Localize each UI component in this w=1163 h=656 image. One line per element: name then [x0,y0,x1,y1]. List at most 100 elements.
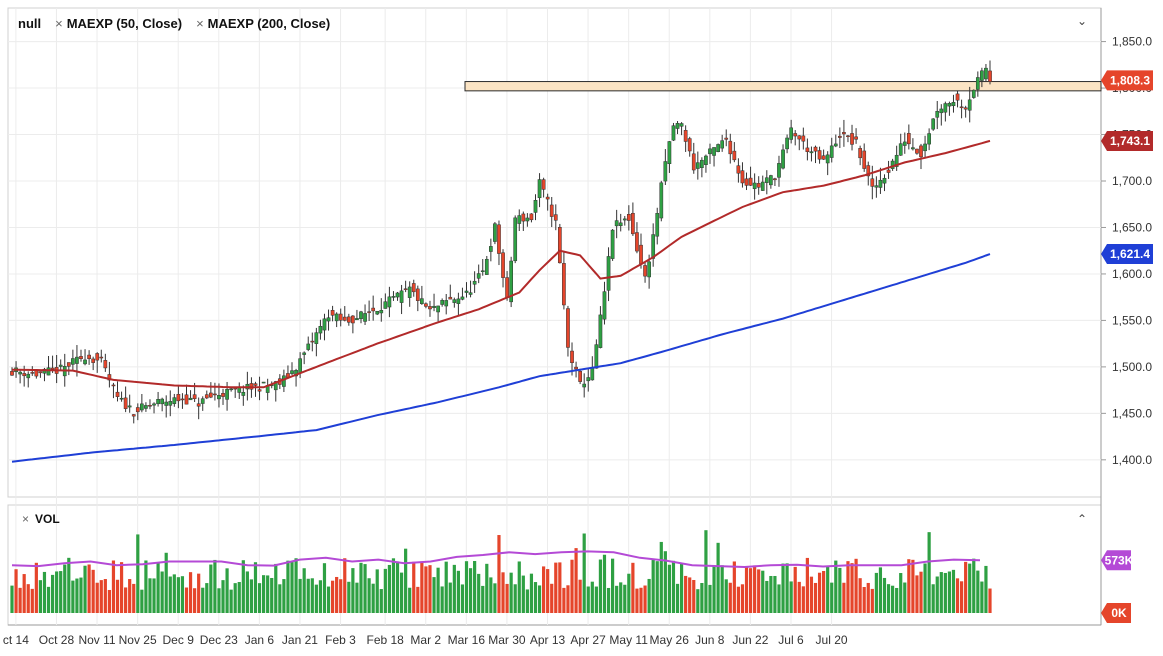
candle-body [257,389,262,392]
candle-body [756,183,761,188]
volume-bar [635,588,639,613]
remove-ma200-icon[interactable]: × [196,16,204,31]
volume-ma-badge-text: 573K [1105,553,1134,567]
volume-bar [712,565,716,613]
candle-body [683,130,688,142]
candle-body [533,199,538,213]
volume-bar [797,581,801,613]
candle-body [127,405,132,408]
volume-bar [201,587,205,613]
candle-body [314,332,319,344]
x-tick-label: Jun 22 [732,633,768,647]
chevron-down-icon[interactable]: ⌄ [1076,14,1087,28]
candle-body [338,313,343,321]
candle-body [456,298,461,304]
volume-bar [972,558,976,613]
volume-bar [675,583,680,613]
candle-body [111,384,116,387]
candle-body [22,373,27,377]
volume-bar [456,570,460,613]
candle-body [882,177,887,184]
volume-bar [67,557,71,613]
candle-body [387,296,392,308]
x-tick-label: May 11 [609,633,648,647]
volume-bar [83,565,87,613]
volume-bar [22,574,26,613]
volume-bar [75,578,79,613]
volume-bar [724,579,728,613]
candle-body [549,204,554,217]
volume-bar [667,564,672,613]
volume-bar [554,562,558,613]
volume-bar [602,554,607,613]
candle-body [115,391,120,397]
candle-body [123,397,128,409]
volume-bar [172,574,176,613]
candle-body [809,151,814,154]
volume-bar [574,548,578,613]
candle-body [318,326,323,334]
candle-body [225,389,229,400]
volume-bar [59,571,63,613]
volume-bar [789,581,793,613]
candle-body [334,313,339,322]
volume-bar [290,562,294,613]
y-tick-label: 1,550.0 [1112,313,1152,327]
volume-bar [225,568,229,613]
candle-body [148,404,152,407]
volume-bar [655,561,659,613]
candle-body [943,103,948,113]
candle-body [740,170,745,184]
candle-body [728,140,733,155]
volume-bar [903,582,907,613]
volume-bar [237,582,241,613]
volume-bar [440,586,444,613]
candle-body [428,306,432,310]
candle-body [675,123,680,129]
remove-volume-icon[interactable]: × [22,512,30,526]
volume-bar [955,578,960,613]
volume-bar [399,572,404,613]
volume-bar [205,583,209,613]
volume-bar [294,558,298,613]
candle-body [902,141,907,146]
candle-body [626,214,631,221]
volume-bar [943,572,947,613]
candle-body [355,318,359,321]
volume-bar [696,589,700,613]
candle-body [476,273,481,279]
volume-bar [862,587,866,613]
volume-bar [310,578,314,613]
candle-body [975,77,980,90]
x-tick-label: Jul 20 [816,633,848,647]
volume-bar [623,584,627,613]
volume-bar [485,563,489,613]
volume-bar [773,575,777,613]
legend-item-ma50: × MAEXP (50, Close) [55,16,182,31]
volume-bar [391,558,396,613]
volume-bar [489,577,493,613]
volume-bar [813,582,818,613]
volume-bar [882,577,887,613]
candle-body [180,398,185,401]
volume-bar [253,562,258,613]
candle-body [420,298,424,304]
y-tick-label: 1,700.0 [1112,174,1152,188]
candle-body [833,143,838,147]
volume-bar [217,588,221,613]
volume-bar [103,579,107,613]
volume-ma-badge [1101,550,1131,571]
remove-ma50-icon[interactable]: × [55,16,63,31]
chevron-up-icon[interactable]: ⌃ [1076,512,1087,526]
volume-bar [988,588,992,613]
volume-bar [209,564,213,613]
candle-body [541,179,546,190]
resistance-zone [464,81,1102,92]
volume-bar [448,582,452,613]
y-tick-label: 1,650.0 [1112,220,1152,234]
candle-body [590,367,595,381]
candle-body [444,300,449,307]
volume-bar [497,535,501,613]
volume-bar [809,576,814,613]
